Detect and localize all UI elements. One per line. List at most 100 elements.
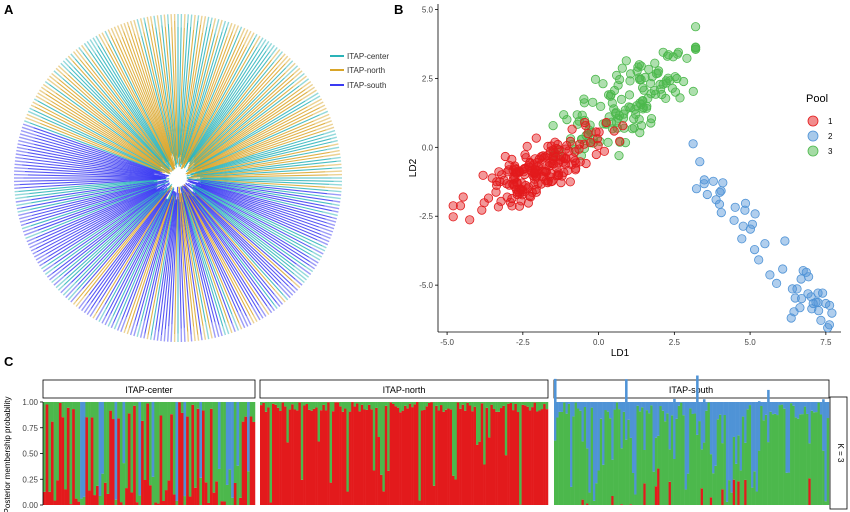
scatter-point [565, 134, 576, 144]
membership-bar-segment [344, 402, 347, 409]
tree-tip-label [311, 101, 324, 109]
membership-bar-segment [597, 402, 601, 471]
scatter-point [561, 144, 571, 154]
scatter-x-tick-label: -2.5 [516, 338, 530, 347]
tree-tip-label [65, 284, 79, 299]
membership-bar-segment [739, 402, 743, 471]
structure-y-tick-label: 0.00 [22, 501, 38, 510]
tree-tip-label [284, 57, 291, 65]
scatter-point [448, 212, 458, 222]
tree-tip-label [285, 60, 294, 69]
scatter-point [795, 303, 805, 313]
membership-bar-segment [702, 442, 706, 505]
tree-tip-label [224, 322, 230, 335]
membership-bar-segment [721, 489, 724, 505]
membership-bar-segment [519, 402, 522, 505]
membership-bar-segment [444, 409, 448, 505]
membership-bar-segment [495, 411, 498, 505]
tree-branch [110, 199, 168, 314]
membership-bar-segment [420, 402, 424, 411]
tree-branch [186, 180, 327, 224]
tree-tip-label [21, 225, 32, 230]
tree-tip-label [14, 167, 28, 170]
scatter-point [575, 157, 585, 167]
membership-bar-segment [748, 405, 752, 505]
tree-branch [128, 25, 172, 156]
tree-tip-label [65, 57, 75, 68]
membership-bar-segment [641, 407, 644, 505]
membership-bar-segment [159, 402, 163, 416]
tree-tip-label [22, 123, 34, 129]
membership-bar-segment [45, 404, 49, 505]
membership-bar-segment [88, 402, 91, 491]
tree-branch [54, 183, 170, 265]
membership-bar-segment [732, 479, 736, 505]
tree-branch [72, 60, 166, 164]
membership-bar-segment [627, 419, 630, 505]
tree-branch [171, 186, 179, 325]
tree-branch [125, 190, 174, 318]
tree-tip-label [27, 240, 37, 246]
membership-bar-segment [682, 415, 685, 505]
scatter-point [786, 313, 796, 323]
structure-y-tick-label: 0.75 [22, 424, 38, 433]
tree-tip-label [16, 207, 22, 210]
membership-bar-segment [315, 402, 318, 408]
tree-tip-label [240, 311, 249, 327]
tree-tip-label [51, 275, 60, 284]
tree-tip-label [295, 263, 312, 275]
tree-branch [194, 190, 295, 271]
tree-tip-label [327, 146, 340, 151]
tree-tip-label [156, 331, 160, 341]
tree-branch [22, 164, 167, 178]
tree-branch [195, 187, 312, 256]
membership-bar-segment [595, 402, 598, 484]
membership-bar-segment [239, 497, 242, 505]
scatter-point [596, 101, 606, 112]
tree-tip-label [75, 295, 86, 307]
tree-tip-label [26, 237, 37, 243]
membership-bar-segment [723, 402, 727, 416]
tree-branch [31, 181, 164, 217]
tree-tip-label [163, 329, 166, 342]
membership-bar-segment [454, 479, 458, 505]
scatter-y-ticks: 5.0 2.5 0.0 -2.5 -5.0 [419, 6, 438, 290]
tree-branch [190, 191, 279, 285]
membership-bar-segment [418, 500, 422, 505]
tree-branch [74, 58, 164, 161]
membership-bar-segment [774, 413, 777, 505]
membership-bar-segment [103, 482, 107, 505]
membership-bar-segment [673, 398, 676, 459]
membership-bar-segment [641, 402, 644, 408]
membership-bar-segment [365, 402, 369, 410]
tree-branch [31, 181, 154, 201]
membership-bar-segment [583, 402, 587, 408]
tree-tip-label [293, 273, 305, 284]
tree-tip-label [57, 65, 69, 76]
tree-branch [183, 36, 245, 167]
membership-bar-segment [149, 402, 152, 486]
membership-bar-segment [50, 402, 54, 422]
membership-bar-segment [447, 408, 450, 505]
tree-branch [188, 59, 272, 165]
scatter-point [646, 114, 657, 124]
membership-bar-segment [764, 402, 768, 415]
scatter-point [502, 192, 512, 202]
tree-tip-label [60, 62, 70, 73]
scatter-point [594, 127, 604, 137]
membership-bar-segment [202, 410, 205, 505]
tree-tip-label [227, 322, 233, 334]
membership-bar-segment [627, 402, 630, 420]
tree-branch [185, 46, 248, 163]
membership-bar-segment [408, 402, 412, 404]
scatter-point [690, 22, 701, 32]
tree-tip-label [160, 14, 163, 26]
membership-bar-segment [88, 490, 91, 505]
tree-branch [180, 196, 204, 326]
tree-branch [188, 50, 267, 163]
membership-bar-segment [404, 402, 407, 406]
tree-tip-label [187, 331, 189, 342]
tree-branch [194, 89, 306, 167]
tree-branch [188, 178, 334, 202]
legend-label-north: ITAP-north [347, 66, 385, 75]
